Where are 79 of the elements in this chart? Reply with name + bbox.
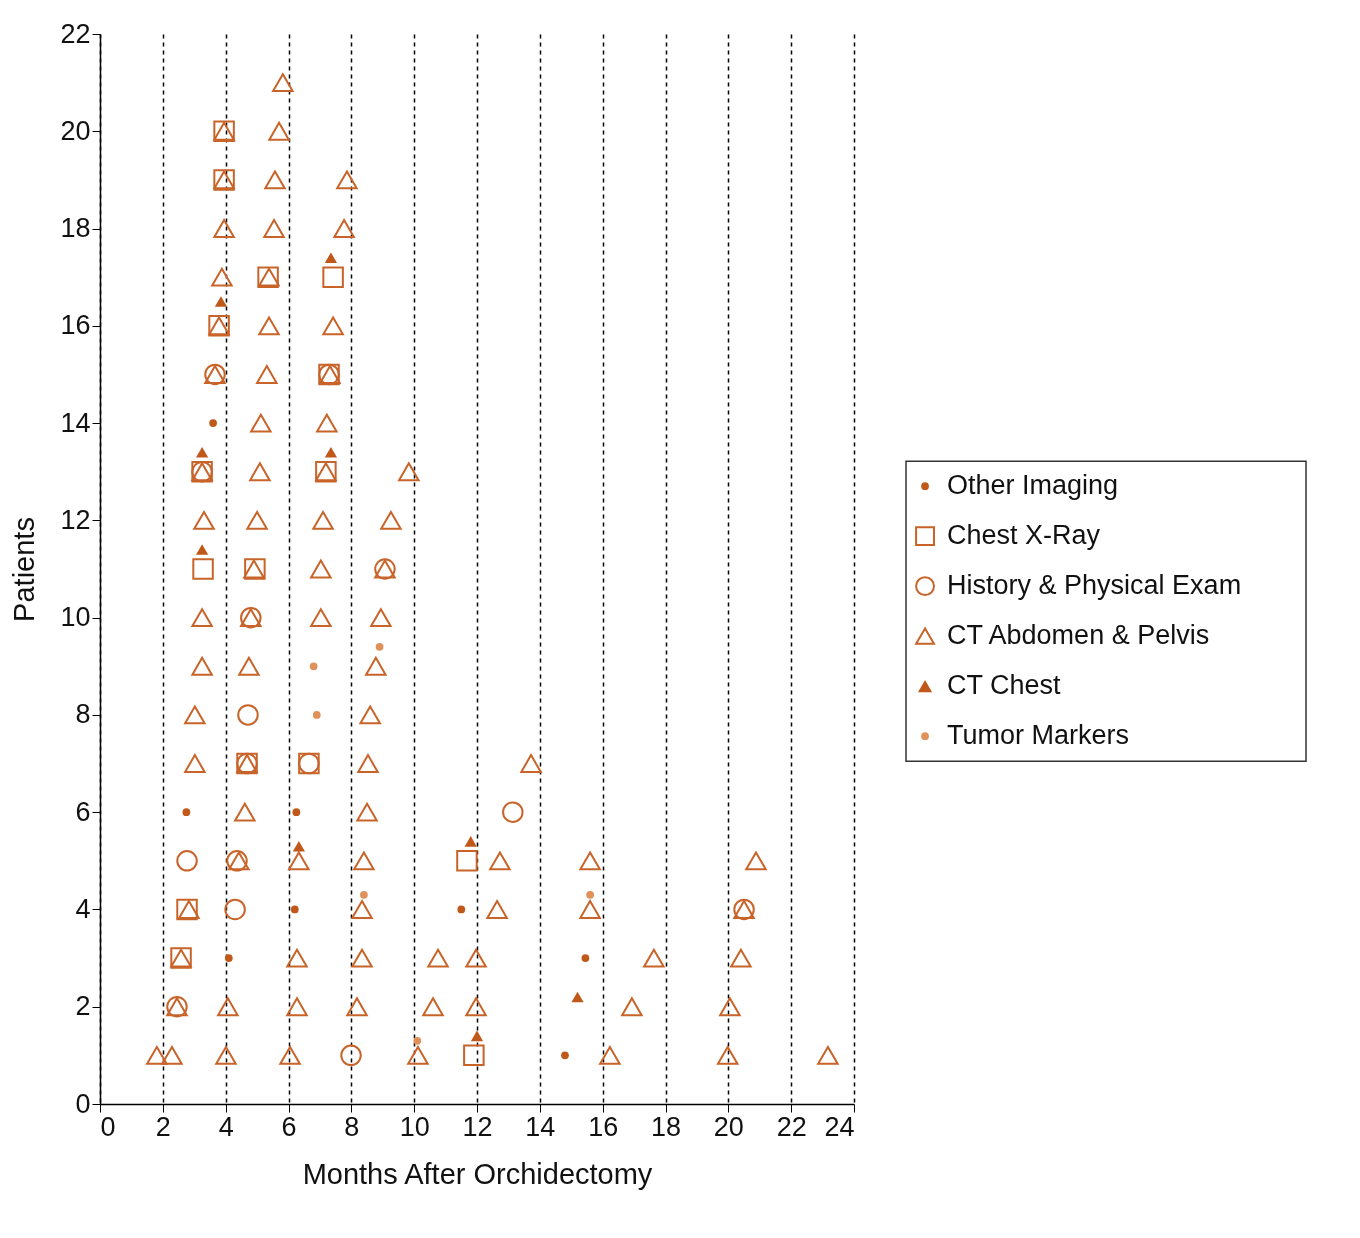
y-tick-label: 12 (60, 504, 91, 535)
legend-label: CT Chest (947, 670, 1062, 701)
x-tick-label: 10 (399, 1111, 430, 1142)
point (204, 363, 226, 386)
legend-label: CT Abdomen & Pelvis (947, 620, 1210, 651)
point (457, 905, 466, 914)
x-tick-label: 22 (776, 1111, 807, 1142)
point (170, 947, 192, 969)
x-tick-label: 24 (824, 1111, 855, 1142)
point (226, 850, 248, 872)
y-tick-label: 14 (60, 407, 91, 438)
x-tick-label: 12 (462, 1111, 493, 1142)
y-tick-label: 6 (75, 796, 91, 827)
point (733, 898, 755, 921)
point (208, 315, 230, 337)
x-tick-label: 18 (650, 1111, 682, 1142)
x-tick-label: 14 (525, 1111, 556, 1142)
point (470, 1030, 484, 1042)
point (324, 252, 338, 264)
point (237, 704, 259, 726)
legend-label: Other Imaging (947, 470, 1119, 501)
point (463, 1044, 485, 1067)
point (176, 898, 198, 921)
y-tick-label: 18 (60, 213, 91, 244)
y-tick-label: 10 (60, 602, 91, 633)
point (224, 898, 246, 921)
point (322, 266, 344, 288)
point (502, 801, 524, 823)
point (213, 169, 235, 191)
point (213, 120, 235, 143)
y-tick-label: 16 (60, 310, 91, 341)
y-tick-label: 4 (75, 893, 91, 924)
x-axis-title: Months After Orchidectomy (302, 1157, 653, 1190)
legend-label: Tumor Markers (947, 720, 1130, 751)
legend-label: Chest X-Ray (947, 520, 1101, 551)
x-tick-label: 6 (281, 1111, 297, 1142)
y-tick-label: 20 (60, 115, 91, 146)
point (464, 836, 477, 847)
point (571, 991, 584, 1003)
point (374, 558, 396, 580)
point (224, 954, 233, 962)
point (214, 296, 228, 307)
point (324, 446, 338, 458)
point (166, 996, 188, 1018)
point (290, 905, 299, 914)
y-tick-label: 0 (75, 1088, 91, 1119)
point (182, 808, 191, 817)
legend-label: History & Physical Exam (947, 570, 1242, 601)
point (340, 1044, 362, 1067)
point (240, 608, 262, 628)
point (243, 559, 265, 579)
point (413, 1036, 422, 1045)
y-tick-label: 8 (75, 699, 91, 730)
y-tick-label: 22 (60, 18, 91, 49)
y-axis-title: Patients (8, 517, 41, 622)
point (561, 1051, 569, 1060)
point (195, 544, 209, 555)
point (176, 850, 198, 872)
x-tick-label: 16 (588, 1111, 619, 1142)
x-tick-label: 4 (218, 1111, 234, 1142)
point (375, 642, 384, 651)
point (209, 419, 217, 427)
point (195, 446, 209, 458)
point (309, 662, 318, 671)
y-tick-label: 2 (75, 991, 91, 1022)
point (292, 840, 305, 852)
x-tick-label: 0 (100, 1111, 116, 1142)
point (360, 891, 368, 899)
x-tick-label: 20 (713, 1111, 744, 1142)
point (292, 808, 301, 817)
point (192, 558, 214, 580)
x-tick-label: 8 (344, 1111, 360, 1142)
point (315, 462, 337, 482)
point (258, 267, 280, 287)
point (581, 954, 590, 962)
x-tick-label: 2 (155, 1111, 171, 1142)
point (586, 891, 594, 899)
point (456, 850, 478, 872)
point (312, 711, 321, 719)
